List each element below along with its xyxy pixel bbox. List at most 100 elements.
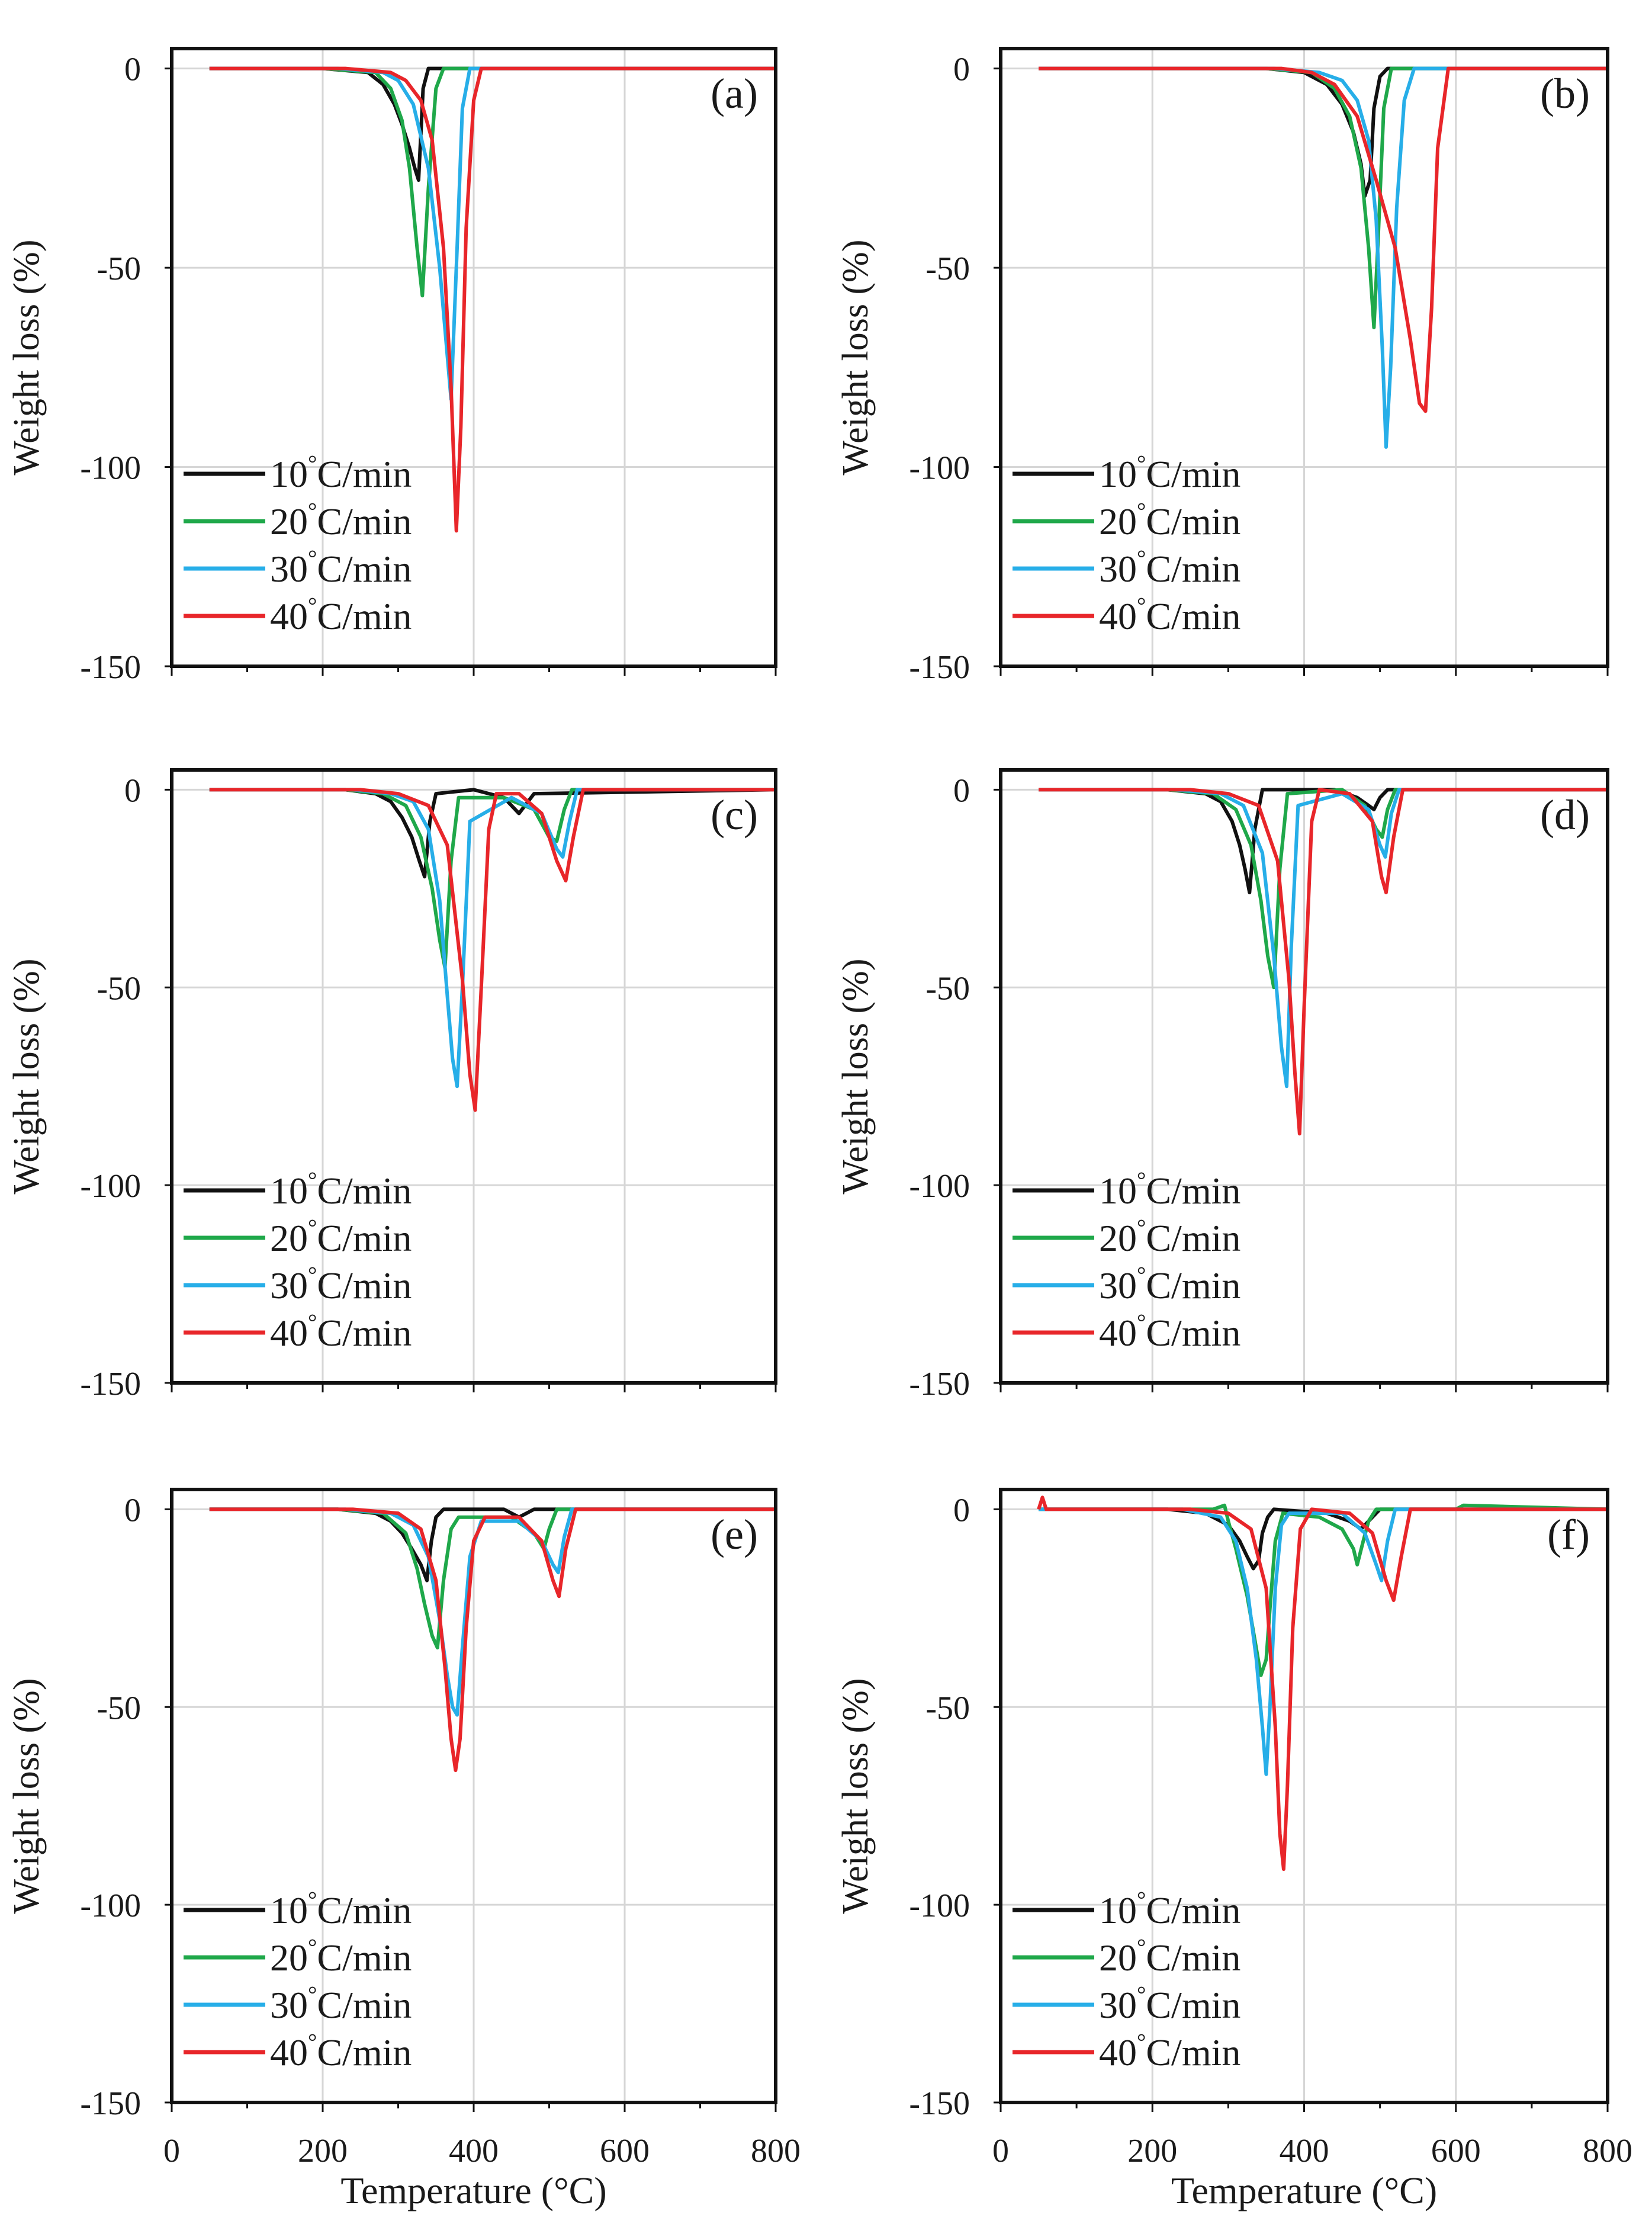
legend-entry-10: 10°C/min (270, 1887, 412, 1931)
series-line-30 (1039, 66, 1608, 449)
series-line-20 (1039, 788, 1608, 990)
panel-label: (f) (1547, 1511, 1590, 1558)
y-tick-label: -100 (80, 450, 141, 487)
panel-label: (b) (1540, 70, 1590, 117)
plot-frame (170, 47, 777, 668)
plot-frame (170, 1488, 777, 2104)
series-line-20 (1039, 66, 1608, 329)
y-tick-label: -50 (925, 1690, 970, 1726)
x-tick-label: 200 (298, 2133, 348, 2169)
panel-d: 0 -50 -100 -150 Weight loss (%) (d) 10°C/min20… (835, 768, 1609, 1402)
y-tick-label: -150 (80, 2085, 141, 2122)
y-tick-label: -100 (80, 1168, 141, 1205)
y-tick-label: -150 (80, 1366, 141, 1402)
legend-entry-30: 30°C/min (1099, 546, 1240, 590)
series-line-10 (1039, 788, 1608, 894)
y-axis-title: Weight loss (%) (7, 240, 47, 476)
legend-entry-20: 20°C/min (270, 499, 412, 542)
panel-label: (d) (1540, 791, 1590, 839)
legend-entry-40: 40°C/min (270, 593, 412, 637)
legend-entry-30: 30°C/min (270, 546, 412, 590)
x-tick-label: 800 (751, 2133, 801, 2169)
panel-f: 0 -50 -100 -150 0 200 400 600 800 Weight loss (%)… (835, 1488, 1632, 2169)
plot-frame (170, 768, 777, 1385)
panel-label: (a) (711, 70, 758, 117)
y-axis-title: Weight loss (%) (7, 959, 47, 1195)
y-tick-label: 0 (953, 52, 970, 88)
y-tick-label: -150 (909, 1366, 970, 1402)
series-line-20 (209, 788, 776, 970)
legend-entry-10: 10°C/min (1099, 451, 1240, 495)
y-tick-label: 0 (953, 772, 970, 809)
y-tick-label: -100 (80, 1887, 141, 1924)
x-tick-label: 200 (1127, 2133, 1177, 2169)
x-tick-label: 400 (1280, 2133, 1329, 2169)
legend-entry-30: 30°C/min (270, 1982, 412, 2026)
legend-entry-40: 40°C/min (1099, 1310, 1240, 1354)
x-tick-label: 400 (449, 2133, 499, 2169)
y-axis-title: Weight loss (%) (7, 1678, 47, 1914)
y-axis-title: Weight loss (%) (835, 240, 876, 476)
legend-entry-40: 40°C/min (270, 1310, 412, 1354)
plot-frame (999, 47, 1609, 668)
y-tick-label: -50 (97, 1690, 141, 1726)
legend-entry-20: 20°C/min (1099, 1215, 1240, 1259)
legend-entry-40: 40°C/min (1099, 2030, 1240, 2073)
plot-frame (999, 768, 1609, 1385)
y-tick-label: -150 (80, 649, 141, 686)
legend-entry-30: 30°C/min (1099, 1982, 1240, 2026)
legend-entry-10: 10°C/min (270, 1168, 412, 1212)
panel-e: 0 -50 -100 -150 Weight loss (%) (e) 10°C/min20… (7, 1488, 777, 2122)
legend-entry-10: 10°C/min (1099, 1887, 1240, 1931)
x-axis-title: Temperature (°C) (1171, 2169, 1437, 2211)
y-tick-label: -50 (97, 970, 141, 1007)
panel-label: (c) (711, 791, 758, 839)
y-axis-title: Weight loss (%) (835, 959, 876, 1195)
legend-entry-20: 20°C/min (1099, 1935, 1240, 1979)
series-line-30 (209, 1507, 776, 1717)
y-tick-label: -100 (909, 1887, 970, 1924)
legend-entry-10: 10°C/min (270, 451, 412, 495)
y-tick-label: -50 (925, 970, 970, 1007)
series-line-40 (1039, 66, 1608, 413)
y-tick-label: -50 (925, 251, 970, 287)
x-tick-label: 600 (1431, 2133, 1481, 2169)
y-tick-label: -100 (909, 450, 970, 487)
series-line-30 (209, 66, 776, 402)
series-line-40 (209, 1507, 776, 1773)
series-line-40 (209, 66, 776, 533)
legend-entry-20: 20°C/min (270, 1215, 412, 1259)
panel-label: (e) (711, 1511, 758, 1558)
panel-a: 0 -50 -100 -150 Weight loss (%) (a) 10°C/min20… (7, 47, 777, 686)
y-tick-label: -150 (909, 2085, 970, 2122)
y-tick-label: -50 (97, 251, 141, 287)
series-line-10 (209, 788, 776, 879)
legend-entry-40: 40°C/min (1099, 593, 1240, 637)
panel-c: 0 -50 -100 -150 Weight loss (%) (c) 10°C/min20… (7, 768, 777, 1402)
series-line-10 (209, 66, 776, 182)
series-line-20 (1039, 1503, 1608, 1677)
legend-entry-10: 10°C/min (1099, 1168, 1240, 1212)
x-tick-label: 0 (992, 2133, 1009, 2169)
y-tick-label: 0 (124, 52, 141, 88)
y-tick-label: -150 (909, 649, 970, 686)
plot-frame (999, 1488, 1609, 2104)
x-tick-label: 600 (600, 2133, 650, 2169)
legend-entry-30: 30°C/min (1099, 1263, 1240, 1307)
series-line-30 (1039, 1507, 1608, 1776)
panel-b: 0 -50 -100 -150 Weight loss (%) (b) 10°C/min20… (835, 47, 1609, 686)
series-line-40 (209, 788, 776, 1112)
series-line-30 (209, 788, 776, 1089)
x-tick-label: 0 (163, 2133, 180, 2169)
series-line-20 (209, 1507, 776, 1650)
y-tick-label: -100 (909, 1168, 970, 1205)
legend-entry-40: 40°C/min (270, 2030, 412, 2073)
series-line-40 (1039, 788, 1608, 1136)
